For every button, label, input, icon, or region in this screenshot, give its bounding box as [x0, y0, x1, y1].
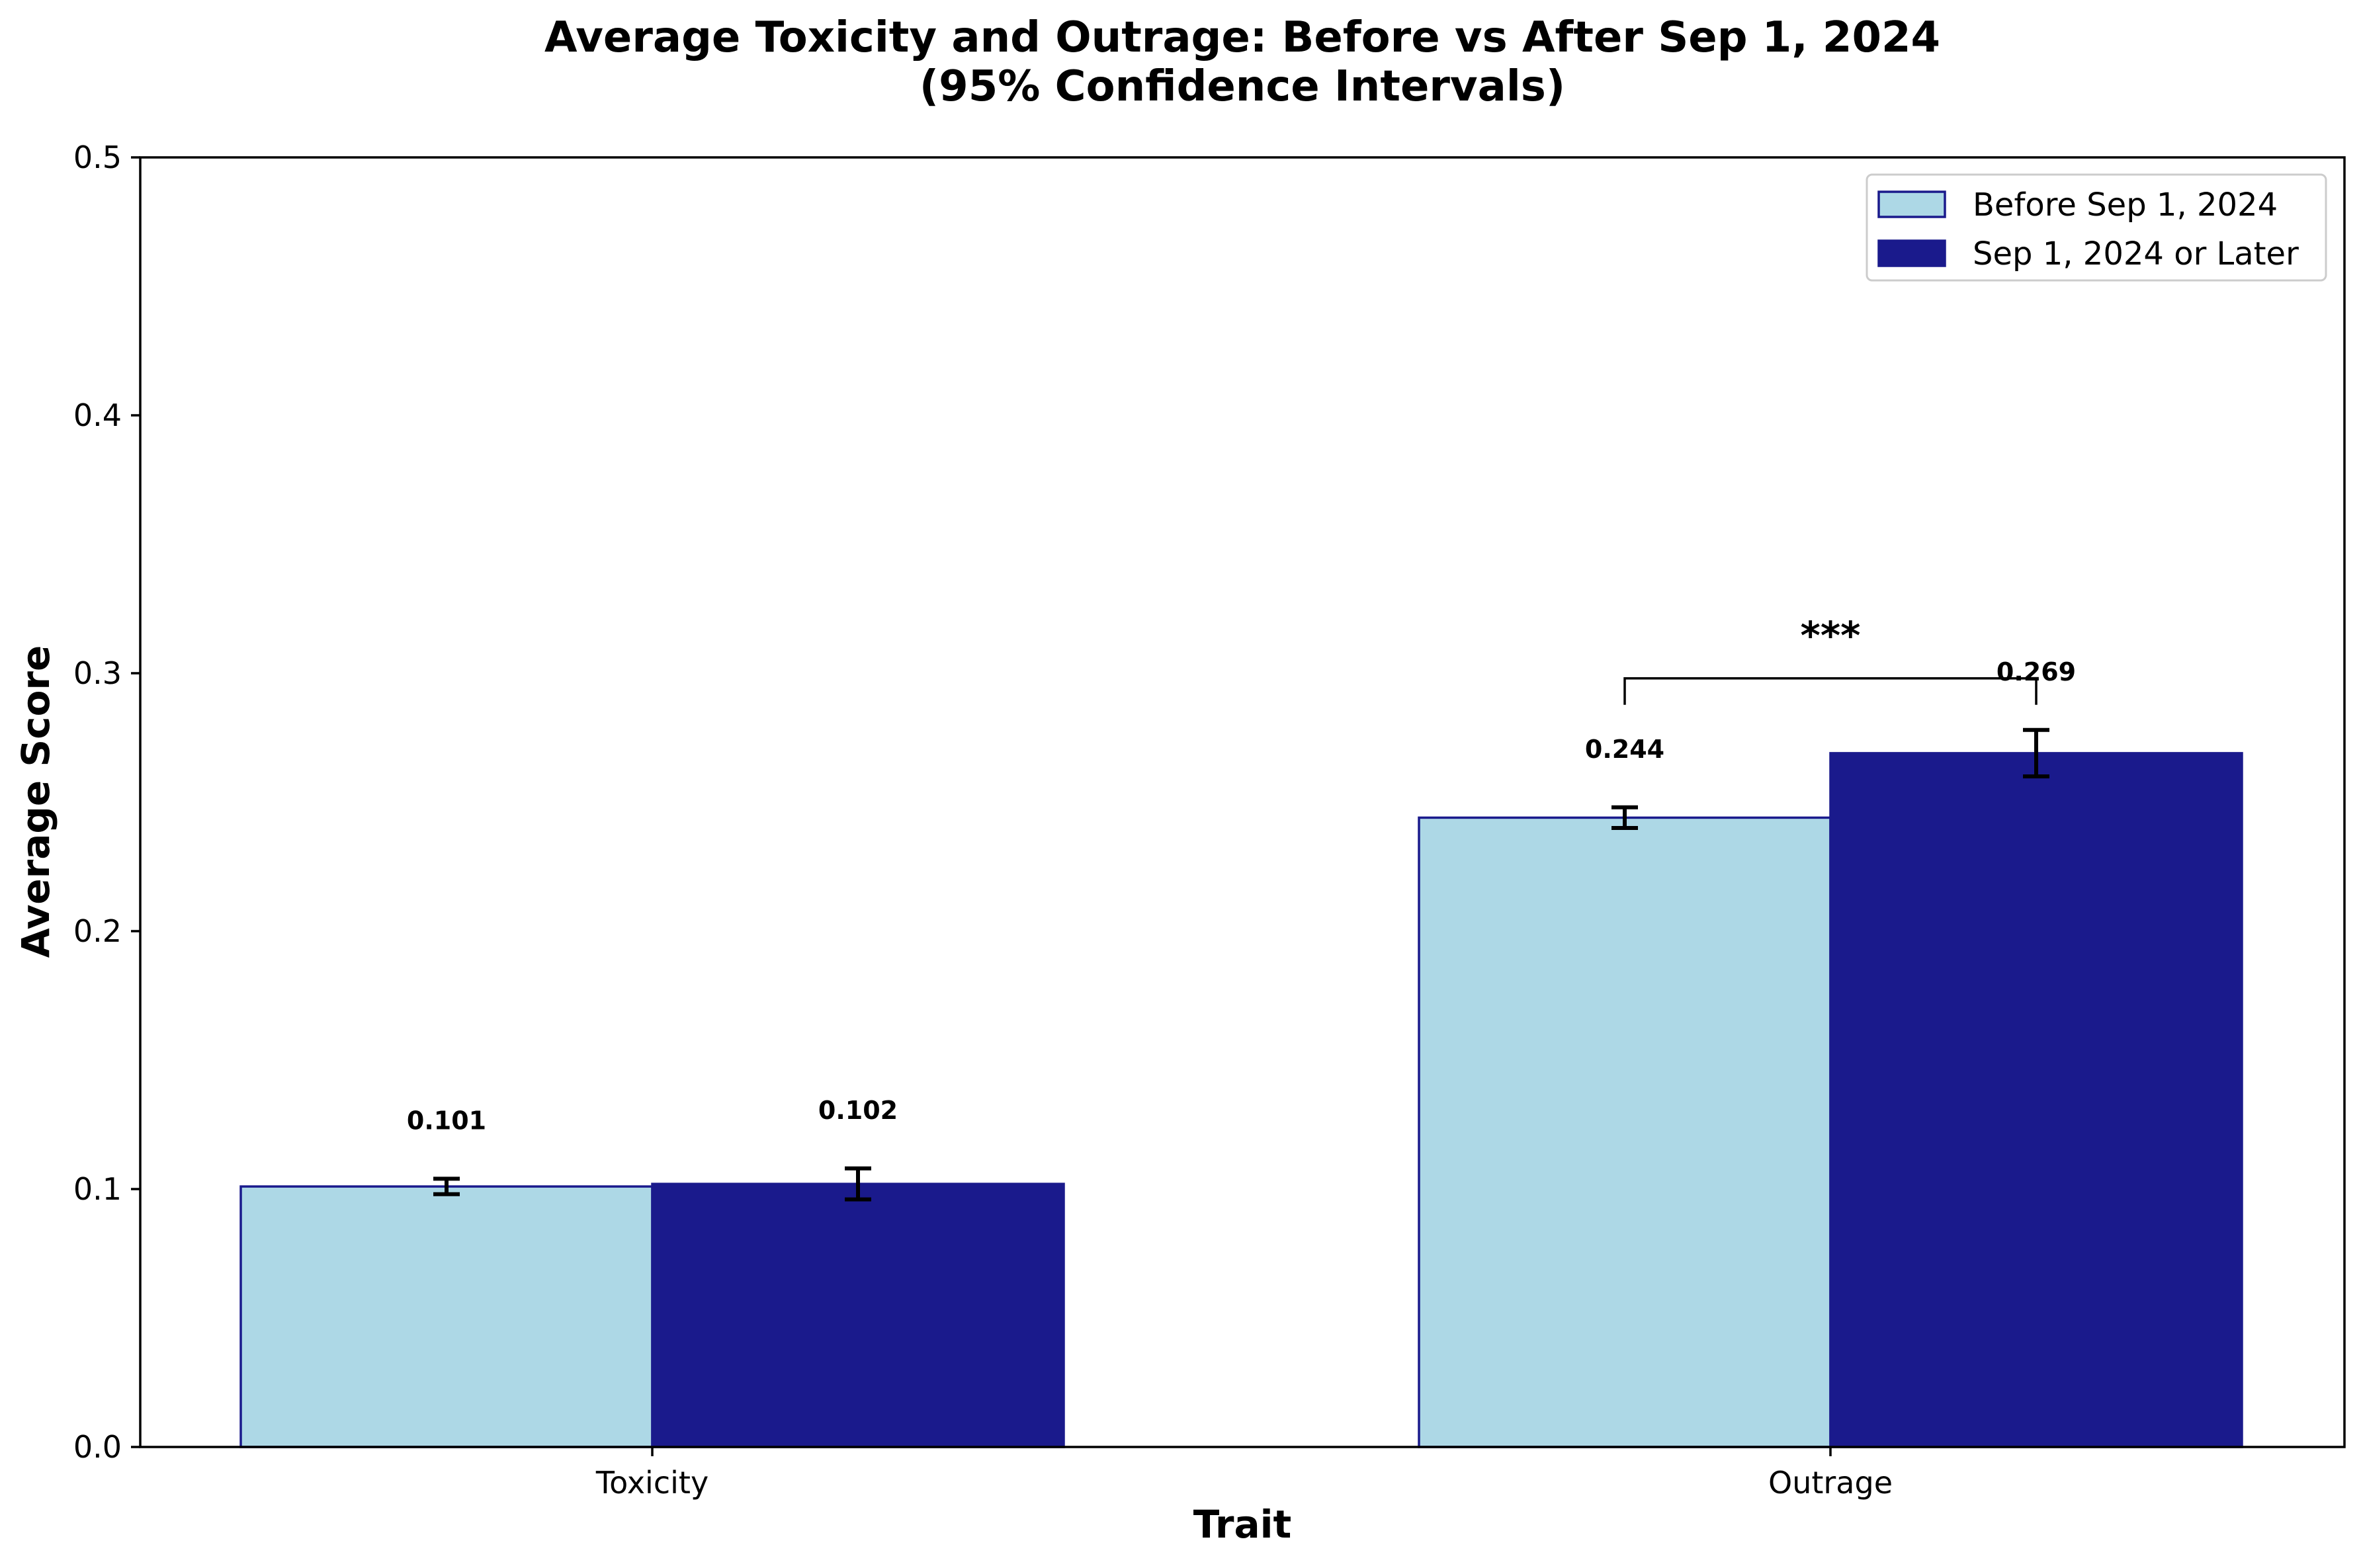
x-tick-label-toxicity: Toxicity	[595, 1465, 708, 1501]
y-tick-label: 0.5	[73, 140, 122, 175]
y-tick-label: 0.4	[73, 397, 122, 433]
error-bar-after-outrage	[2023, 727, 2049, 778]
significance-stars: ***	[1801, 613, 1861, 658]
bar-before-outrage	[1418, 816, 1832, 1448]
y-tick-label: 0.3	[73, 655, 122, 691]
legend-label-before: Before Sep 1, 2024	[1973, 186, 2278, 224]
data-label-before-outrage: 0.244	[1585, 735, 1664, 764]
error-bar-after-toxicity	[845, 1166, 871, 1202]
plot-frame	[139, 156, 2346, 1448]
bar-before-toxicity	[239, 1185, 654, 1448]
significance-bracket-outrage: ***	[1623, 613, 2038, 705]
x-tick-label-outrage: Outrage	[1768, 1465, 1893, 1501]
data-label-after-toxicity: 0.102	[818, 1096, 898, 1125]
y-tick-label: 0.1	[73, 1171, 122, 1207]
bar-after-toxicity	[651, 1182, 1065, 1448]
chart-subtitle: (95% Confidence Intervals)	[920, 62, 1565, 111]
error-bar-before-outrage	[1611, 805, 1638, 830]
y-tick-label: 0.2	[73, 913, 122, 949]
legend-box	[1866, 173, 2327, 282]
plot-area: 0.1010.2440.1020.269***0.00.10.20.30.40.…	[73, 140, 2346, 1501]
error-bar-before-toxicity	[433, 1176, 460, 1196]
legend: Before Sep 1, 2024 Sep 1, 2024 or Later	[1866, 173, 2327, 282]
x-axis-title: Trait	[1193, 1502, 1292, 1547]
legend-swatch-after	[1877, 239, 1946, 267]
significance-bracket-line	[1623, 677, 2038, 705]
legend-swatch-before	[1877, 190, 1946, 218]
chart-title: Average Toxicity and Outrage: Before vs …	[544, 13, 1940, 62]
y-tick-label: 0.0	[73, 1429, 122, 1465]
data-label-before-toxicity: 0.101	[407, 1106, 486, 1135]
y-axis-title: Average Score	[13, 645, 58, 958]
bar-after-outrage	[1829, 752, 2243, 1448]
legend-label-after: Sep 1, 2024 or Later	[1973, 235, 2299, 272]
